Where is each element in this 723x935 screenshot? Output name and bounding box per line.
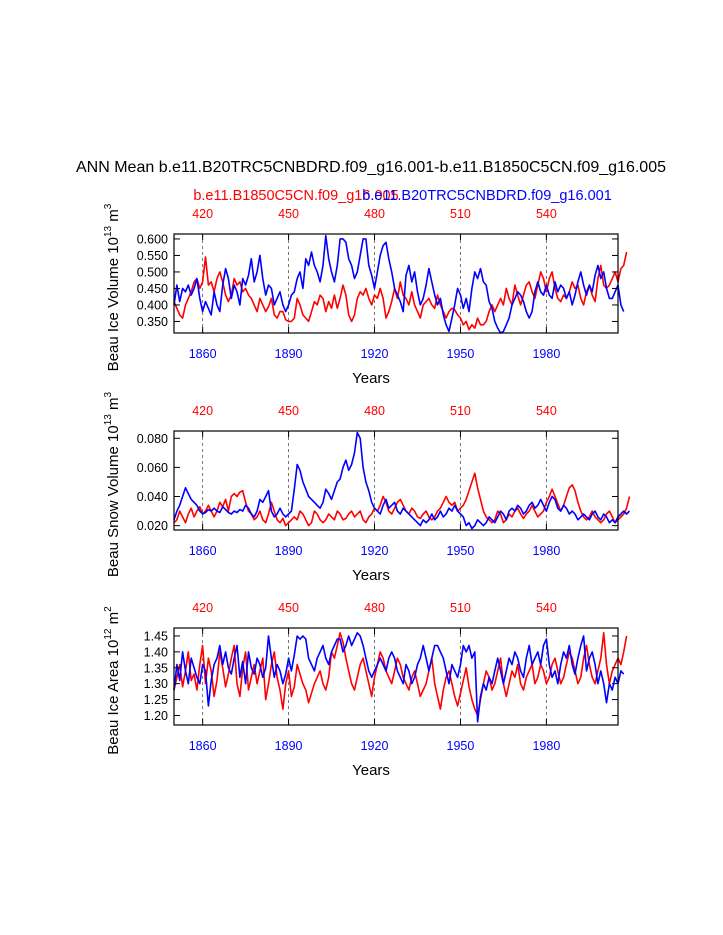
- y-tick-label: 0.020: [137, 519, 168, 533]
- y-tick-label: 0.400: [137, 298, 168, 312]
- x-tick-label-bottom: 1950: [447, 544, 475, 558]
- y-tick-label: 0.450: [137, 282, 168, 296]
- x-tick-label-top: 510: [450, 404, 471, 418]
- x-tick-label-bottom: 1890: [275, 739, 303, 753]
- series-line-red: [173, 251, 628, 331]
- x-tick-label-top: 480: [364, 207, 385, 221]
- x-tick-label-top: 450: [278, 404, 299, 418]
- plot-frame: [173, 627, 619, 726]
- x-tick-label-top: 450: [278, 601, 299, 615]
- x-tick-label-bottom: 1920: [361, 739, 389, 753]
- x-axis-label: Years: [352, 762, 390, 779]
- x-tick-label-bottom: 1920: [361, 347, 389, 361]
- x-tick-label-bottom: 1980: [532, 347, 560, 361]
- y-tick-label: 0.040: [137, 490, 168, 504]
- y-tick-label: 1.40: [144, 645, 168, 659]
- y-axis-label-part: 2: [103, 606, 114, 612]
- panel-1: 0.350 0.400 0.450 0.500 0.550 0.600 1860 1890 19…: [103, 203, 628, 387]
- series-line-blue: [173, 431, 631, 530]
- x-tick-label-top: 510: [450, 207, 471, 221]
- y-axis-label-part: 13: [103, 414, 114, 426]
- x-tick-label-top: 540: [536, 207, 557, 221]
- x-tick-label-top: 480: [364, 601, 385, 615]
- series-line-blue: [173, 631, 625, 723]
- figure-title: ANN Mean b.e11.B20TRC5CNBDRD.f09_g16.001…: [76, 159, 666, 176]
- y-axis-label: Beau Ice Volume 1013 m3: [103, 203, 122, 371]
- series-line-blue: [173, 234, 625, 334]
- series-line-red: [173, 631, 628, 717]
- legend-red-series: b.e11.B1850C5CN.f09_g16.005: [193, 188, 398, 204]
- x-tick-label-bottom: 1980: [532, 739, 560, 753]
- y-tick-label: 1.20: [144, 709, 168, 723]
- y-axis-label: Beau Snow Volume 1013 m3: [103, 391, 122, 577]
- panel-2: 0.020 0.040 0.060 0.080 1860 1890 1920 1950 1980…: [103, 391, 631, 584]
- y-axis-label-part: 12: [103, 628, 114, 640]
- y-axis-label-part: Beau Ice Volume 10: [105, 237, 122, 371]
- x-axis-label: Years: [352, 370, 390, 387]
- y-tick-label: 1.35: [144, 661, 168, 675]
- panel-3: 1.20 1.25 1.30 1.35 1.40 1.45 1860 1890 1920 1950…: [103, 601, 628, 779]
- series-line-red: [173, 472, 631, 527]
- y-tick-label: 1.30: [144, 677, 168, 691]
- y-axis-label-part: m: [105, 397, 122, 414]
- x-tick-label-bottom: 1950: [447, 739, 475, 753]
- y-axis-label: Beau Ice Area 1012 m2: [103, 606, 122, 755]
- plot-frame: [173, 430, 619, 531]
- x-tick-label-bottom: 1890: [275, 544, 303, 558]
- x-axis-label: Years: [352, 567, 390, 584]
- y-tick-label: 0.080: [137, 432, 168, 446]
- y-axis-label-part: m: [105, 209, 122, 226]
- y-tick-label: 0.350: [137, 315, 168, 329]
- x-tick-label-bottom: 1920: [361, 544, 389, 558]
- x-tick-label-top: 420: [192, 207, 213, 221]
- y-axis-label-part: Beau Ice Area 10: [105, 640, 122, 755]
- x-tick-label-top: 540: [536, 601, 557, 615]
- y-tick-label: 0.550: [137, 249, 168, 263]
- y-tick-label: 0.060: [137, 461, 168, 475]
- x-tick-label-bottom: 1860: [189, 347, 217, 361]
- y-tick-label: 1.45: [144, 629, 168, 643]
- x-tick-label-top: 420: [192, 404, 213, 418]
- x-tick-label-bottom: 1890: [275, 347, 303, 361]
- x-tick-label-top: 420: [192, 601, 213, 615]
- y-axis-label-part: m: [105, 612, 122, 629]
- y-axis-label-part: 13: [103, 225, 114, 237]
- plot-frame: [173, 233, 619, 334]
- x-tick-label-bottom: 1860: [189, 739, 217, 753]
- y-tick-label: 1.25: [144, 693, 168, 707]
- x-tick-label-bottom: 1860: [189, 544, 217, 558]
- x-tick-label-bottom: 1950: [447, 347, 475, 361]
- legend-blue-series: b.e11.B20TRC5CNBDRD.f09_g16.001: [362, 188, 612, 204]
- x-tick-label-bottom: 1980: [532, 544, 560, 558]
- x-tick-label-top: 450: [278, 207, 299, 221]
- y-axis-label-part: 3: [103, 203, 114, 209]
- y-axis-label-part: Beau Snow Volume 10: [105, 425, 122, 577]
- x-tick-label-top: 540: [536, 404, 557, 418]
- x-tick-label-top: 510: [450, 601, 471, 615]
- y-tick-label: 0.600: [137, 232, 168, 246]
- x-tick-label-top: 480: [364, 404, 385, 418]
- y-tick-label: 0.500: [137, 265, 168, 279]
- y-axis-label-part: 3: [103, 391, 114, 397]
